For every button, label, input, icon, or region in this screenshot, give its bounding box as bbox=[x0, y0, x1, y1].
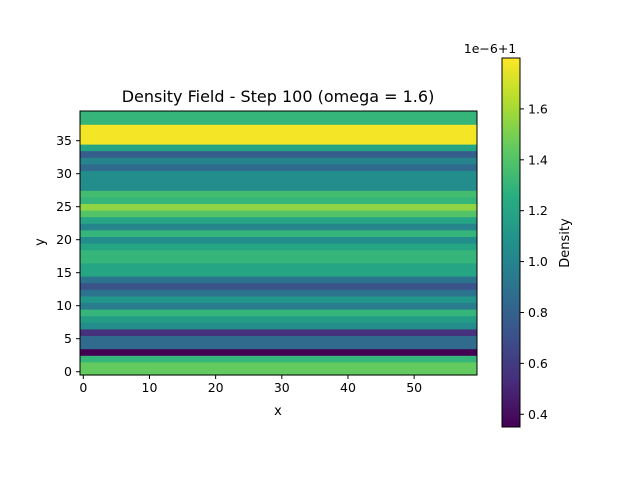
x-axis-ticks: 0 10 20 30 40 50 bbox=[79, 375, 422, 395]
heatmap-row bbox=[80, 276, 477, 284]
y-axis-label: y bbox=[33, 238, 48, 246]
y-tick-label: 10 bbox=[56, 298, 72, 313]
x-tick-label: 0 bbox=[79, 380, 87, 395]
colorbar-tick-label: 0.6 bbox=[528, 356, 548, 371]
colorbar-tick-label: 1.0 bbox=[528, 254, 548, 269]
colorbar bbox=[501, 57, 521, 428]
colorbar-label: Density bbox=[558, 218, 573, 268]
heatmap-row bbox=[80, 309, 477, 317]
x-tick-label: 20 bbox=[208, 380, 224, 395]
heatmap-row bbox=[80, 223, 477, 231]
heatmap-row bbox=[80, 295, 477, 303]
heatmap-row bbox=[80, 137, 477, 145]
heatmap-row bbox=[80, 216, 477, 224]
colorbar-tick-label: 1.6 bbox=[528, 101, 548, 116]
heatmap-row bbox=[80, 229, 477, 237]
y-tick-label: 20 bbox=[56, 232, 72, 247]
x-tick-label: 10 bbox=[142, 380, 158, 395]
heatmap-row bbox=[80, 348, 477, 356]
heatmap-row bbox=[80, 243, 477, 251]
heatmap-row bbox=[80, 289, 477, 297]
heatmap-row bbox=[80, 170, 477, 178]
heatmap-cells bbox=[80, 111, 477, 376]
heatmap-row bbox=[80, 315, 477, 323]
heatmap-row bbox=[80, 361, 477, 369]
heatmap-row bbox=[80, 322, 477, 330]
heatmap-row bbox=[80, 196, 477, 204]
heatmap-row bbox=[80, 157, 477, 165]
heatmap-row bbox=[80, 150, 477, 158]
heatmap-row bbox=[80, 210, 477, 218]
x-tick-label: 50 bbox=[406, 380, 422, 395]
x-axis-label: x bbox=[274, 404, 282, 419]
heatmap-row bbox=[80, 144, 477, 152]
heatmap-row bbox=[80, 130, 477, 138]
heatmap-row bbox=[80, 203, 477, 211]
heatmap-row bbox=[80, 262, 477, 270]
chart-title: Density Field - Step 100 (omega = 1.6) bbox=[122, 87, 435, 106]
heatmap-row bbox=[80, 342, 477, 350]
heatmap-row bbox=[80, 124, 477, 132]
heatmap-row bbox=[80, 355, 477, 363]
heatmap-row bbox=[80, 111, 477, 119]
colorbar-ticks: 0.4 0.6 0.8 1.0 1.2 1.4 1.6 bbox=[520, 101, 548, 422]
y-axis-ticks: 0 5 10 15 20 25 30 35 bbox=[56, 133, 80, 379]
heatmap-row bbox=[80, 302, 477, 310]
heatmap-row bbox=[80, 335, 477, 343]
heatmap-row bbox=[80, 190, 477, 198]
y-tick-label: 25 bbox=[56, 199, 72, 214]
heatmap-row bbox=[80, 163, 477, 171]
heatmap-row bbox=[80, 256, 477, 264]
plot-frame bbox=[79, 110, 478, 376]
colorbar-tick-label: 1.2 bbox=[528, 203, 548, 218]
colorbar-offset-text: 1e−6+1 bbox=[464, 41, 517, 56]
colorbar-tick-label: 0.8 bbox=[528, 305, 548, 320]
heatmap-row bbox=[80, 236, 477, 244]
heatmap-row bbox=[80, 177, 477, 185]
heatmap-row bbox=[80, 282, 477, 290]
heatmap-row bbox=[80, 117, 477, 125]
heatmap-row bbox=[80, 183, 477, 191]
y-tick-label: 35 bbox=[56, 133, 72, 148]
heatmap-row bbox=[80, 368, 477, 376]
heatmap-row bbox=[80, 249, 477, 257]
y-tick-label: 5 bbox=[64, 331, 72, 346]
x-tick-label: 30 bbox=[274, 380, 290, 395]
heatmap-row bbox=[80, 328, 477, 336]
heatmap-row bbox=[80, 269, 477, 277]
y-tick-label: 30 bbox=[56, 166, 72, 181]
y-tick-label: 15 bbox=[56, 265, 72, 280]
colorbar-tick-label: 0.4 bbox=[528, 407, 548, 422]
colorbar-tick-label: 1.4 bbox=[528, 152, 548, 167]
y-tick-label: 0 bbox=[64, 364, 72, 379]
x-tick-label: 40 bbox=[340, 380, 356, 395]
